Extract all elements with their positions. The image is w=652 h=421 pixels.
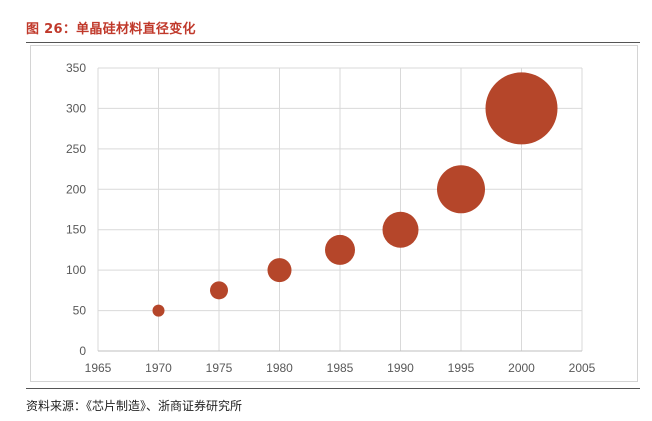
- x-tick-label: 1995: [448, 361, 475, 375]
- figure-title: 图 26：单晶硅材料直径变化: [26, 22, 196, 37]
- bubble-point: [152, 304, 165, 317]
- x-tick-label: 1975: [206, 361, 233, 375]
- x-tick-label: 1990: [387, 361, 414, 375]
- x-tick-label: 2005: [569, 361, 596, 375]
- source-note: 资料来源：《芯片制造》、浙商证券研究所: [26, 399, 243, 413]
- bubble-point: [267, 258, 292, 283]
- x-tick-label: 2000: [508, 361, 535, 375]
- bubble-point: [485, 72, 558, 145]
- y-tick-label: 250: [66, 142, 86, 156]
- y-tick-label: 200: [66, 182, 86, 196]
- source-divider: [26, 388, 640, 389]
- chart-frame: 0 50 100 150 200 250 300 350 1965 1970 1975 1980 19…: [30, 45, 638, 382]
- bubble-point: [210, 281, 228, 300]
- bubble-point: [437, 165, 485, 214]
- bubble-point: [325, 234, 355, 265]
- y-tick-label: 50: [73, 304, 87, 318]
- x-tick-label: 1970: [145, 361, 172, 375]
- bubble-point: [382, 211, 419, 248]
- y-tick-label: 100: [66, 263, 86, 277]
- y-tick-labels: 0 50 100 150 200 250 300 350: [66, 61, 86, 358]
- x-tick-label: 1965: [85, 361, 112, 375]
- x-tick-label: 1980: [266, 361, 293, 375]
- y-tick-label: 150: [66, 223, 86, 237]
- x-tick-labels: 1965 1970 1975 1980 1985 1990 1995 2000 2005: [85, 361, 596, 375]
- bubbles: [152, 72, 558, 317]
- y-tick-label: 350: [66, 61, 86, 75]
- x-tick-label: 1985: [327, 361, 354, 375]
- y-tick-label: 0: [79, 344, 86, 358]
- title-divider: [26, 42, 640, 43]
- y-tick-label: 300: [66, 101, 86, 115]
